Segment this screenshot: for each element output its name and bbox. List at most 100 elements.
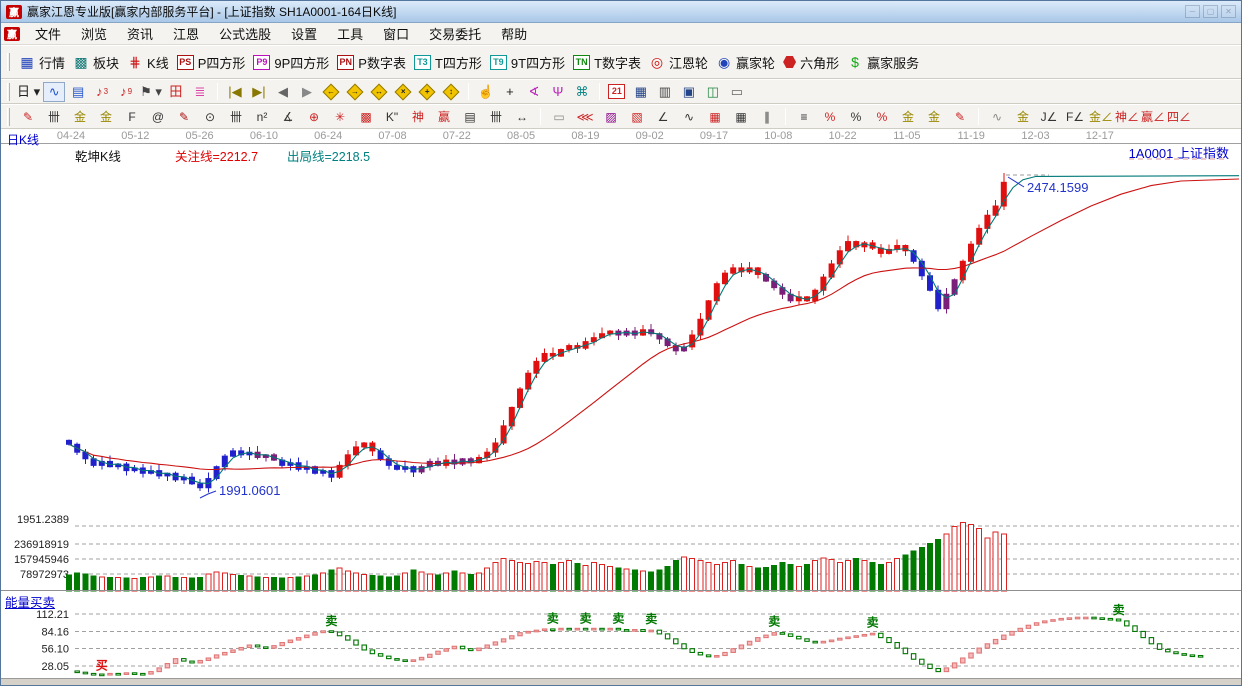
bars-3-button[interactable]: ♪ 3 (96, 84, 109, 99)
menu-9[interactable]: 帮助 (501, 27, 528, 42)
minimize-icon[interactable]: ─ (1185, 5, 1200, 18)
dragon-tool-button[interactable]: ⌘ (571, 82, 593, 102)
menu-3[interactable]: 江恩 (173, 27, 200, 42)
gold-underline-button[interactable]: 金 (1011, 107, 1035, 127)
win-angle-button[interactable]: 赢∠ (1141, 107, 1165, 127)
9t-square-button[interactable]: T9 9T四方形 (486, 51, 569, 74)
angle-circle-button[interactable]: ⊙ (198, 107, 222, 127)
fan-lines-button[interactable]: ⋘ (573, 107, 597, 127)
close-icon[interactable]: ✕ (1221, 5, 1236, 18)
maximize-icon[interactable]: ▢ (1203, 5, 1218, 18)
sectors-button[interactable]: ▩ 板块 (69, 51, 123, 74)
gold-angle-button[interactable]: 金∠ (1089, 107, 1113, 127)
red-pen-button[interactable]: ✎ (172, 107, 196, 127)
9p-square-button[interactable]: P9 9P四方形 (249, 51, 333, 74)
f-angle-button[interactable]: F∠ (1063, 107, 1087, 127)
angle-measure-button[interactable]: ∢ (523, 82, 545, 102)
parallel-lines-button[interactable]: ∥ (755, 107, 779, 127)
angle-lines-button[interactable]: ∠ (651, 107, 675, 127)
percent-red-button[interactable]: % (818, 107, 842, 127)
bars-9-button[interactable]: ♪ 9 (120, 84, 133, 99)
zoom-right-button[interactable]: → (344, 82, 366, 102)
a-wave-button[interactable]: ∿ (985, 107, 1009, 127)
note-doc-button[interactable]: ▤ (67, 82, 89, 102)
zoom-close-button[interactable]: × (392, 82, 414, 102)
printer-button[interactable]: ▭ (726, 82, 748, 102)
first-page-button[interactable]: |◀ (224, 82, 246, 102)
red-grid-button[interactable]: ▦ (703, 107, 727, 127)
n-square-button[interactable]: n² (250, 107, 274, 127)
zoom-left-button[interactable]: ← (320, 82, 342, 102)
notepad-button[interactable]: ▥ (654, 82, 676, 102)
menu-8[interactable]: 交易委托 (429, 27, 482, 42)
win-fence-button[interactable]: 赢 (432, 107, 456, 127)
window-controls[interactable]: ─ ▢ ✕ (1185, 5, 1236, 18)
box-tool-button[interactable]: ▭ (547, 107, 571, 127)
red-table-button[interactable]: 田 (165, 82, 187, 102)
zoom-plus-button[interactable]: + (416, 82, 438, 102)
f-fence-button[interactable]: F (120, 107, 144, 127)
page-next-button[interactable]: ▶ (296, 82, 318, 102)
winner-service-button[interactable]: $ 赢家服务 (843, 51, 923, 74)
shen-angle-button[interactable]: 神∠ (1115, 107, 1139, 127)
last-page-button[interactable]: ▶| (248, 82, 270, 102)
web-box-button[interactable]: ▩ (354, 107, 378, 127)
hexagon-button[interactable]: 六角形 (779, 51, 843, 74)
calendar-button[interactable]: 21 (606, 82, 628, 102)
menu-7[interactable]: 窗口 (383, 27, 410, 42)
ruler-123-button[interactable]: ▤ (458, 107, 482, 127)
stats-tool-button[interactable]: ≡ (792, 107, 816, 127)
save-button[interactable]: ▣ (678, 82, 700, 102)
percent-line-button[interactable]: % (870, 107, 894, 127)
four-angle-button[interactable]: 四∠ (1167, 107, 1191, 127)
kline-button[interactable]: ⋕ K线 (123, 51, 173, 74)
hand-tool-button[interactable]: ☝ (475, 82, 497, 102)
fit-horizontal-button[interactable]: ↔ (368, 82, 390, 102)
a-angle-button[interactable]: ∡ (276, 107, 300, 127)
menu-4[interactable]: 公式选股 (219, 27, 272, 42)
fit-vertical-button[interactable]: ↕ (440, 82, 462, 102)
period-day-menu-button[interactable]: 日 ▾ (16, 82, 41, 102)
gann-tool-button[interactable]: Ψ (547, 82, 569, 102)
kline-chart[interactable]: 1951.2389 236918919 157945946 78972973 1991.… (1, 129, 1242, 686)
gold-circle-button[interactable]: 金 (896, 107, 920, 127)
web-export-button[interactable]: ◫ (702, 82, 724, 102)
percent-tool-button[interactable]: % (844, 107, 868, 127)
flag-menu-button[interactable]: ⚑ ▾ (139, 82, 163, 102)
gann-box-button[interactable]: ▨ (599, 107, 623, 127)
k-quote-button[interactable]: K" (380, 107, 404, 127)
menu-2[interactable]: 资讯 (127, 27, 154, 42)
t-number-table-button[interactable]: TN T数字表 (569, 51, 645, 74)
qiankun-curve-button[interactable]: ∿ (43, 81, 66, 102)
winner-wheel-button[interactable]: ◉ 赢家轮 (712, 51, 779, 74)
h-measure-button[interactable]: ↔ (510, 107, 534, 127)
crosshair-tool-button[interactable]: + (499, 82, 521, 102)
gann-box-2-button[interactable]: ▧ (625, 107, 649, 127)
pen-tool-button[interactable]: ✎ (16, 107, 40, 127)
p-square-button[interactable]: PS P四方形 (173, 51, 250, 74)
gold-fence-2-button[interactable]: 金 (94, 107, 118, 127)
j-angle-button[interactable]: J∠ (1037, 107, 1061, 127)
menu-1[interactable]: 浏览 (81, 27, 108, 42)
grid-tool-button[interactable]: ▦ (729, 107, 753, 127)
market-quotes-button[interactable]: ▦ 行情 (15, 51, 69, 74)
red-brush-button[interactable]: ✎ (948, 107, 972, 127)
spider-web-button[interactable]: ✳ (328, 107, 352, 127)
gold-line-button[interactable]: 金 (922, 107, 946, 127)
gold-fence-1-button[interactable]: 金 (68, 107, 92, 127)
menu-6[interactable]: 工具 (337, 27, 364, 42)
t-square-button[interactable]: T3 T四方形 (410, 51, 486, 74)
shen-fence-button[interactable]: 神 (406, 107, 430, 127)
page-prev-button[interactable]: ◀ (272, 82, 294, 102)
circle-cross-button[interactable]: ⊕ (302, 107, 326, 127)
price-fence-button[interactable]: 卌 (42, 107, 66, 127)
indicator-name-label[interactable]: 能量买卖 (5, 596, 56, 610)
gann-wheel-button[interactable]: ◎ 江恩轮 (645, 51, 712, 74)
calculator-button[interactable]: ▦ (630, 82, 652, 102)
v-ruler-button[interactable]: 卌 (484, 107, 508, 127)
spiral-tool-button[interactable]: @ (146, 107, 170, 127)
tick-fence-button[interactable]: 卌 (224, 107, 248, 127)
p-number-table-button[interactable]: PN P数字表 (333, 51, 410, 74)
menu-0[interactable]: 文件 (35, 27, 62, 42)
histogram-button[interactable]: ≣ (189, 82, 211, 102)
